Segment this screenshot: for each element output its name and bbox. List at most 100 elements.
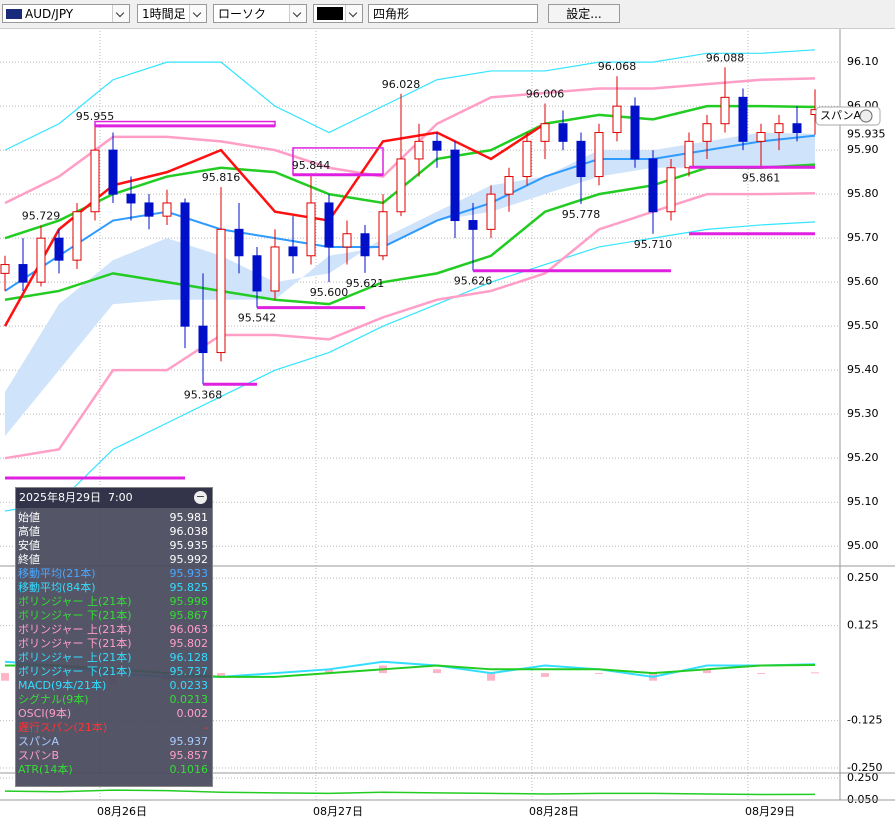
candle-body [378,211,388,257]
symbol-select[interactable]: AUD/JPY [2,4,130,23]
drawing-tool[interactable]: 四角形 [368,4,538,23]
info-row: ボリンジャー 上(21本) 96.128 [16,651,212,665]
price-annotation: 95.778 [562,208,601,221]
x-tick-label: 08月26日 [97,805,147,818]
info-label: ボリンジャー 下(21本) [18,609,132,622]
candle-body [738,96,748,142]
y-tick-label: -0.250 [847,761,882,774]
info-value: 96.038 [169,525,209,538]
info-label: 移動平均(84本) [18,581,96,594]
candle-body [198,325,208,354]
candle-body [144,202,154,217]
price-annotation: 95.621 [346,277,385,290]
candle-body [72,211,82,261]
info-label: MACD(9本/21本) [18,679,107,692]
info-row: ATR(14本) 0.1016 [16,763,212,777]
info-value: 0.0213 [169,693,209,706]
candle-body [126,193,136,204]
info-label: 始値 [18,511,40,524]
info-label: OSCI(9本) [18,707,72,720]
candle-body [36,237,46,283]
candle-body [414,140,424,160]
x-tick-label: 08月28日 [529,805,579,818]
info-row: 安値 95.935 [16,539,212,553]
osci-bar [595,673,603,675]
candle-body [720,96,730,125]
cloud [5,132,815,437]
info-label: スパンB [18,749,60,762]
info-value: 95.857 [169,749,209,762]
price-annotation: 95.368 [184,388,223,401]
x-tick-label: 08月27日 [313,805,363,818]
info-value: 0.0233 [169,679,209,692]
info-value: 96.063 [169,623,209,636]
collapse-button[interactable]: − [194,490,207,504]
candle-body [54,237,64,261]
settings-button[interactable]: 設定... [548,4,620,23]
candle-body [450,149,460,222]
span-a-toggle[interactable] [859,109,873,123]
info-label: ボリンジャー 下(21本) [18,637,132,650]
toolbar: AUD/JPY 1時間足 ローソク 四角形 設定... [0,0,895,29]
y-tick-label: 95.50 [847,319,879,332]
info-label: ボリンジャー 上(21本) [18,623,132,636]
info-label: 遅行スパン(21本) [18,721,108,734]
osci-bar [1,673,9,681]
overlay-line [4,104,816,240]
candle-body [792,123,802,134]
info-label: ボリンジャー 上(21本) [18,651,132,664]
price-annotation: 95.600 [310,286,349,299]
candle-body [630,105,640,160]
candle-body [18,264,28,283]
osci-bar [217,673,225,677]
y-tick-label: 95.10 [847,495,879,508]
candle-body [774,123,784,134]
candle-body [162,202,172,217]
info-row: スパンB 95.857 [16,749,212,763]
info-row: シグナル(9本) 0.0213 [16,693,212,707]
info-row: 移動平均(84本) 95.825 [16,581,212,595]
price-annotation: 96.028 [382,78,421,91]
y-tick-label: 96.10 [847,55,879,68]
info-value: 95.802 [169,637,209,650]
y-tick-label: 95.80 [847,187,879,200]
candle-body [270,246,280,292]
info-value: 95.998 [169,595,209,608]
tool-icon-select[interactable] [313,4,363,23]
y-tick-label: 95.40 [847,363,879,376]
info-row: MACD(9本/21本) 0.0233 [16,679,212,693]
info-row: スパンA 95.937 [16,735,212,749]
overlay-line [4,77,816,205]
y-tick-label: 0.250 [847,571,879,584]
overlay-line [4,192,816,460]
price-tag-bg [843,127,889,142]
info-value: 96.128 [169,651,209,664]
price-annotation: 96.068 [598,60,637,73]
candle-body [90,149,100,213]
span-a-tag: スパンA [820,109,862,122]
info-title: 2025年8月29日 7:00 − [16,488,212,508]
info-value: 95.867 [169,609,209,622]
atr-panel [4,789,816,796]
timeframe-select[interactable]: 1時間足 [137,4,207,23]
info-value: - [204,721,208,734]
info-row: OSCI(9本) 0.002 [16,707,212,721]
x-tick-label: 08月29日 [745,805,795,818]
osci-bar [811,672,819,674]
candle-body [342,233,352,248]
y-tick-label: 95.00 [847,539,879,552]
info-row: ボリンジャー 下(21本) 95.867 [16,609,212,623]
chart-type-select[interactable]: ローソク [213,4,307,23]
info-row: ボリンジャー 上(21本) 96.063 [16,623,212,637]
chart-type: ローソク [218,7,267,21]
price-annotation: 95.861 [742,171,781,184]
info-value: 95.937 [169,735,209,748]
candle-body [666,167,676,213]
candle-body [576,140,586,178]
info-row: 終値 95.992 [16,553,212,567]
info-value: 95.935 [169,539,209,552]
flag [6,9,22,19]
info-label: スパンA [18,735,60,748]
price-annotation: 95.844 [292,159,331,172]
